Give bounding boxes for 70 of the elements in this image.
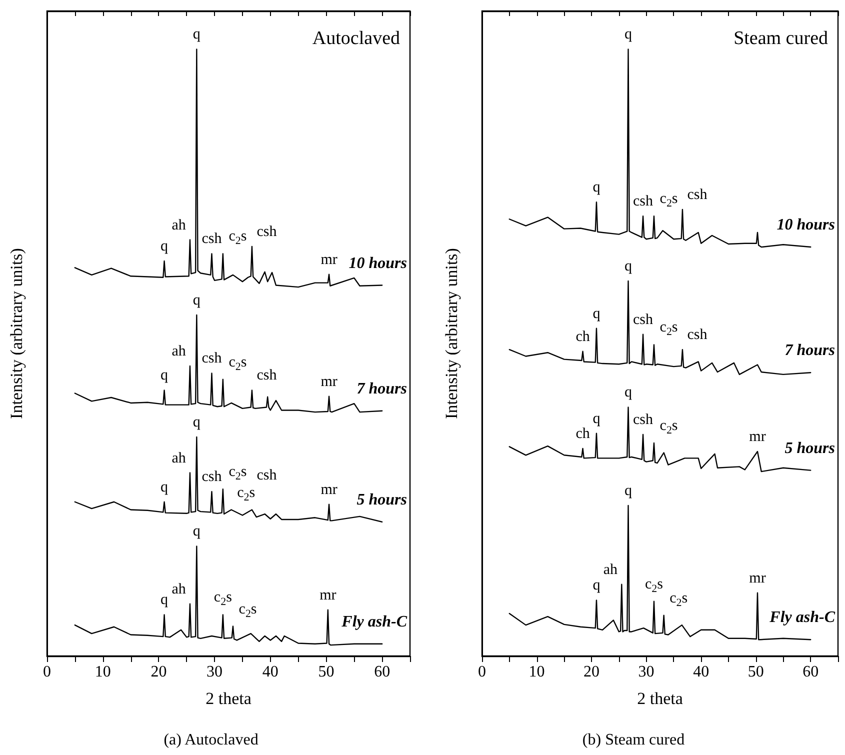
annotation: csh	[256, 224, 278, 240]
annotation: q	[624, 384, 632, 401]
annotation: q	[592, 410, 601, 427]
annotation: ah	[172, 450, 186, 466]
x-tick-label: 60	[374, 664, 390, 680]
series-label: Fly ash-C	[768, 609, 836, 626]
annotation: mr	[320, 252, 338, 268]
annotation: ah	[172, 343, 186, 360]
annotation: ch	[576, 426, 590, 442]
x-tick-label: 50	[318, 664, 334, 680]
annotation: q	[192, 524, 201, 540]
series-label: 5 hours	[356, 491, 407, 508]
annotation: ch	[576, 328, 590, 345]
x-tick-label: 40	[262, 664, 278, 680]
annotation: q	[624, 258, 632, 275]
y-axis-title: Intensity (arbitrary units)	[7, 248, 26, 419]
series-label: 7 hours	[356, 380, 407, 398]
annotation: mr	[749, 429, 766, 446]
series-label: 7 hours	[784, 342, 835, 360]
annotation: csh	[256, 368, 278, 384]
x-tick-label: 50	[748, 664, 764, 680]
annotation: q	[160, 479, 169, 496]
x-axis-title: 2 theta	[637, 689, 684, 708]
annotation: q	[192, 292, 201, 308]
annotation: q	[192, 26, 201, 43]
text: Autoclaved	[312, 28, 400, 49]
annotation: mr	[320, 587, 336, 604]
annotation: ah	[172, 217, 186, 234]
annotation: csh	[256, 467, 278, 484]
annotation: mr	[320, 374, 338, 390]
annotation: mr	[749, 570, 766, 586]
x-tick-label: 10	[94, 664, 111, 680]
x-tick-label: 30	[638, 664, 654, 680]
x-tick-label: 0	[43, 664, 51, 680]
series-label: 10 hours	[348, 254, 407, 272]
annotation: ah	[603, 562, 618, 578]
annotation: csh	[687, 186, 708, 203]
annotation: q	[160, 592, 169, 608]
annotation: csh	[202, 350, 222, 367]
x-tick-label: 60	[802, 664, 819, 680]
annotation: csh	[633, 412, 654, 428]
annotation: csh	[633, 194, 654, 210]
x-axis-title: 2 theta	[206, 689, 252, 708]
series-label: 10 hours	[776, 216, 835, 234]
annotation: q	[624, 483, 632, 500]
annotation: q	[160, 238, 169, 254]
annotation: csh	[202, 469, 222, 486]
annotation: csh	[687, 327, 708, 344]
x-tick-label: 0	[478, 664, 486, 680]
series-label: Fly ash-C	[340, 613, 408, 630]
annotation: csh	[202, 231, 222, 248]
x-tick-label: 10	[528, 664, 545, 680]
annotation: q	[592, 578, 601, 594]
series-label: 5 hours	[784, 440, 835, 457]
annotation: mr	[320, 482, 338, 498]
y-axis-title: Intensity (arbitrary units)	[442, 248, 461, 419]
x-tick-label: 30	[206, 664, 223, 680]
x-tick-label: 20	[584, 664, 600, 680]
text: (b) Steam cured	[582, 732, 685, 748]
annotation: q	[192, 414, 201, 430]
text: (a) Autoclaved	[164, 732, 258, 748]
annotation: q	[624, 26, 632, 43]
annotation: q	[592, 180, 601, 196]
annotation: csh	[633, 312, 654, 328]
x-tick-label: 40	[693, 664, 710, 680]
annotation: ah	[172, 581, 186, 598]
text: Steam cured	[734, 28, 828, 49]
annotation: q	[160, 368, 169, 384]
annotation: q	[592, 306, 601, 322]
x-tick-label: 20	[150, 664, 167, 680]
